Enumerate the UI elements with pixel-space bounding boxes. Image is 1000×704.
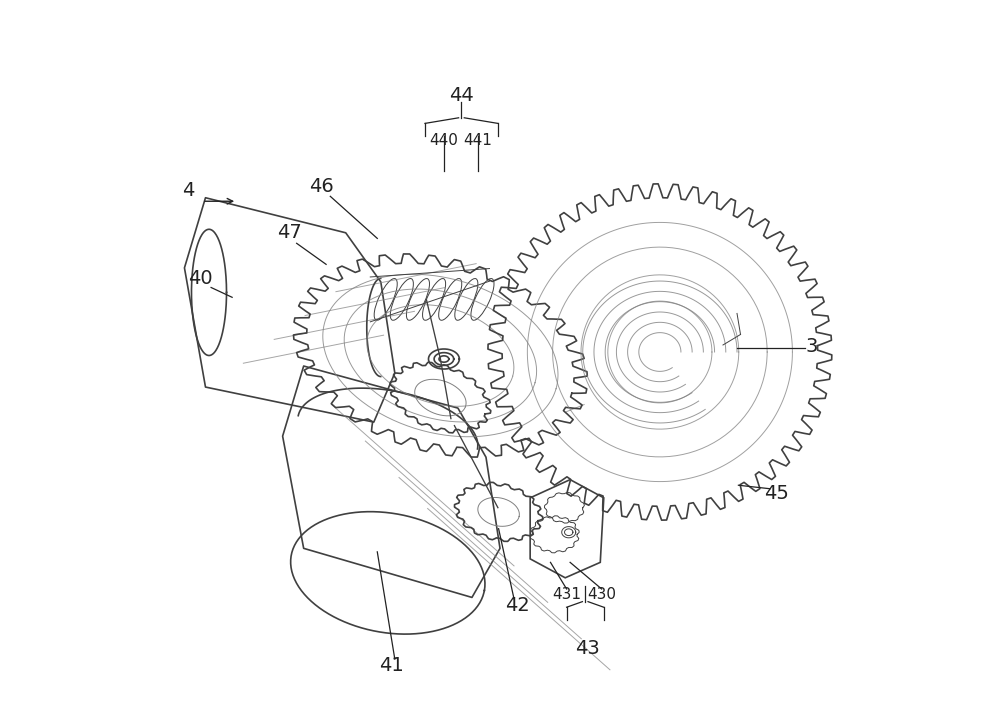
Text: 40: 40 [188, 269, 212, 288]
Text: 440: 440 [429, 133, 458, 148]
Text: 42: 42 [505, 596, 530, 615]
Text: 43: 43 [575, 639, 600, 658]
Text: 3: 3 [806, 337, 818, 356]
Text: 431: 431 [552, 587, 581, 602]
Text: 41: 41 [379, 656, 404, 675]
Text: 4: 4 [182, 181, 194, 200]
Text: 45: 45 [765, 484, 789, 503]
Text: 47: 47 [277, 223, 302, 242]
Text: 46: 46 [309, 177, 334, 196]
Text: 441: 441 [463, 133, 492, 148]
Text: 44: 44 [449, 86, 474, 105]
Text: 430: 430 [587, 587, 616, 602]
